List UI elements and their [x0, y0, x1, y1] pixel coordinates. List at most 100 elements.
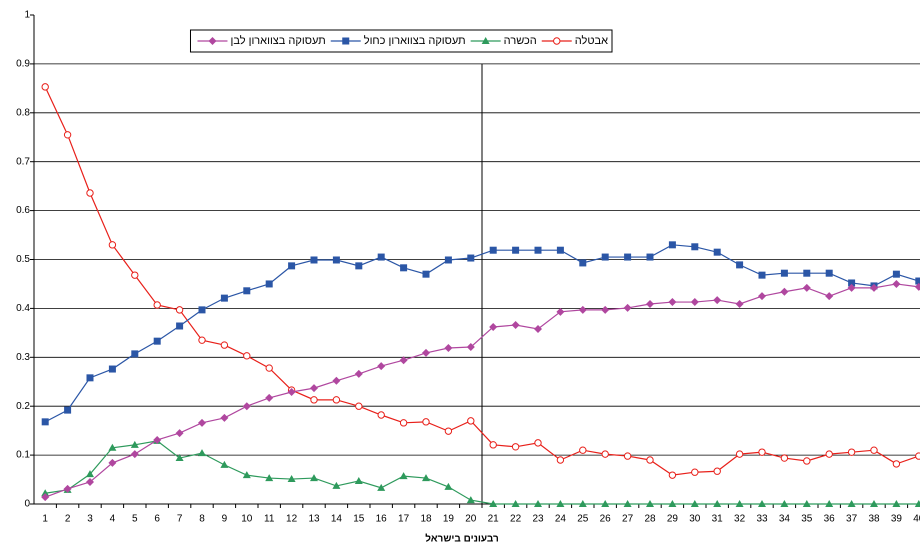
marker [668, 241, 676, 249]
x-tick-label: 13 [308, 514, 320, 525]
marker [399, 419, 408, 427]
marker [713, 467, 721, 475]
marker [534, 500, 542, 507]
x-tick-label: 15 [353, 514, 365, 525]
marker [847, 500, 856, 507]
series-line [44, 244, 919, 423]
marker [310, 384, 318, 393]
x-tick-label: 24 [555, 514, 567, 525]
marker [176, 322, 184, 330]
marker [802, 500, 811, 507]
x-tick-label: 31 [712, 514, 724, 525]
marker [332, 376, 341, 385]
marker [198, 306, 206, 314]
x-tick-label: 18 [420, 514, 432, 525]
marker [153, 337, 161, 345]
marker [377, 483, 386, 491]
marker [825, 292, 834, 301]
marker [63, 484, 72, 493]
y-tick-label: 0.8 [16, 107, 30, 118]
marker [623, 452, 632, 460]
marker [646, 456, 654, 464]
marker [265, 364, 273, 372]
x-tick-label: 36 [824, 514, 836, 525]
marker [489, 246, 497, 254]
marker [511, 500, 520, 507]
marker [780, 500, 789, 507]
marker [758, 292, 766, 301]
x-tick-label: 14 [331, 514, 343, 525]
marker [556, 307, 565, 316]
y-tick-label: 0 [24, 499, 30, 510]
y-tick-label: 0.2 [16, 401, 30, 412]
marker [601, 500, 610, 507]
x-tick-label: 19 [443, 514, 455, 525]
x-tick-label: 22 [510, 514, 522, 525]
marker [377, 411, 385, 419]
marker [86, 374, 94, 382]
x-tick-label: 3 [87, 514, 93, 525]
marker [870, 283, 878, 292]
marker [870, 500, 878, 507]
marker [41, 489, 50, 497]
marker [310, 474, 318, 482]
y-tick-label: 0.5 [16, 254, 30, 265]
marker [131, 350, 139, 358]
marker [914, 500, 920, 507]
marker [870, 446, 878, 454]
marker [915, 277, 920, 285]
marker [41, 418, 49, 426]
marker [735, 450, 744, 458]
legend-box [189, 29, 613, 53]
marker [175, 454, 184, 462]
marker [220, 341, 229, 349]
x-tick-label: 20 [465, 514, 477, 525]
x-axis-title: רבעונים בישראל [425, 533, 499, 545]
marker [198, 449, 206, 457]
marker [690, 500, 699, 507]
x-tick-label: 21 [488, 514, 500, 525]
series-line [44, 86, 919, 476]
marker [690, 298, 699, 307]
y-tick-label: 0.6 [16, 205, 30, 216]
marker [892, 279, 901, 288]
marker [489, 441, 497, 449]
legend-label: אבטלה [575, 34, 608, 47]
marker [466, 343, 475, 352]
marker [892, 500, 901, 507]
marker [108, 458, 117, 467]
marker [691, 468, 699, 476]
marker [735, 299, 744, 308]
marker [108, 241, 117, 249]
marker [534, 439, 542, 447]
marker [623, 500, 632, 507]
marker [713, 500, 722, 507]
marker [354, 369, 363, 378]
marker [41, 493, 50, 502]
marker [220, 294, 228, 302]
marker [847, 283, 856, 292]
x-tick-label: 8 [199, 514, 205, 525]
marker [578, 500, 587, 507]
marker [601, 305, 610, 314]
y-tick-label: 0.7 [16, 156, 30, 167]
marker [86, 470, 94, 478]
marker [131, 271, 139, 279]
marker [489, 500, 498, 507]
x-tick-label: 29 [667, 514, 679, 525]
marker [444, 482, 453, 490]
series-line [45, 440, 919, 505]
marker [242, 471, 251, 479]
marker [803, 269, 811, 277]
marker [825, 450, 833, 458]
marker [668, 471, 677, 479]
marker [198, 336, 206, 344]
marker [265, 393, 274, 402]
legend-label: תעסוקה בצווארון כחול [364, 34, 466, 47]
marker [646, 253, 654, 261]
marker [556, 246, 564, 254]
marker [265, 280, 273, 288]
y-tick-label: 0.9 [16, 59, 30, 70]
marker [624, 253, 632, 261]
marker [108, 443, 117, 451]
